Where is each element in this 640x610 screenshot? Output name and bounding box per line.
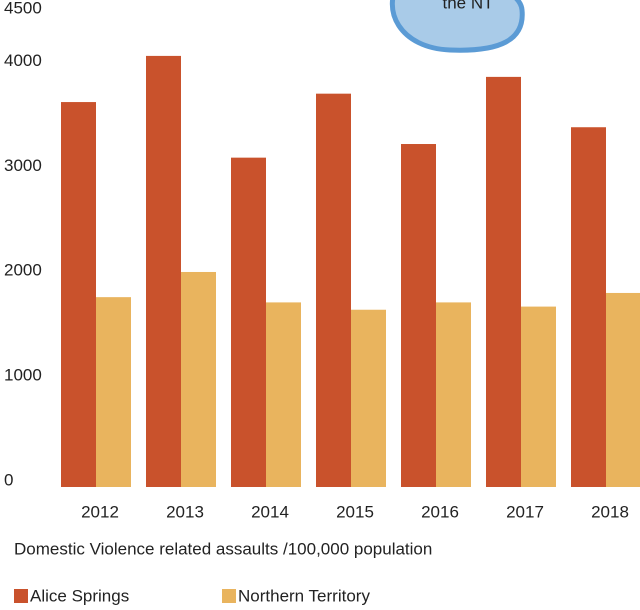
bar: [436, 302, 471, 487]
x-tick-label: 2012: [81, 502, 119, 521]
annotation: the NT: [442, 0, 493, 12]
legend-label: Alice Springs: [30, 586, 129, 605]
y-tick-label: 4500: [4, 0, 42, 17]
bar: [181, 271, 216, 487]
y-tick-label: 3000: [4, 156, 42, 175]
bar: [606, 292, 640, 487]
bar: [521, 306, 556, 487]
bar: [401, 144, 436, 487]
x-tick-label: 2015: [336, 502, 374, 521]
bar: [231, 157, 266, 487]
x-tick-label: 2013: [166, 502, 204, 521]
bar: [146, 55, 181, 487]
bar: [61, 102, 96, 488]
x-tick-label: 2014: [251, 502, 289, 521]
legend-swatch: [14, 589, 28, 603]
bar: [266, 302, 301, 487]
bar: [571, 127, 606, 487]
legend-swatch: [222, 589, 236, 603]
bar: [96, 297, 131, 487]
x-tick-label: 2016: [421, 502, 459, 521]
bar: [486, 76, 521, 487]
y-tick-label: 2000: [4, 261, 42, 280]
bar: [351, 309, 386, 487]
y-tick-label: 4000: [4, 51, 42, 70]
annotation-bubble: [389, 0, 525, 53]
legend-label: Northern Territory: [238, 586, 370, 605]
y-tick-label: 1000: [4, 366, 42, 385]
x-tick-label: 2017: [506, 502, 544, 521]
x-tick-label: 2018: [591, 502, 629, 521]
bar: [316, 93, 351, 488]
y-tick-label: 0: [4, 470, 13, 489]
chart-title: Domestic Violence related assaults /100,…: [14, 539, 432, 558]
